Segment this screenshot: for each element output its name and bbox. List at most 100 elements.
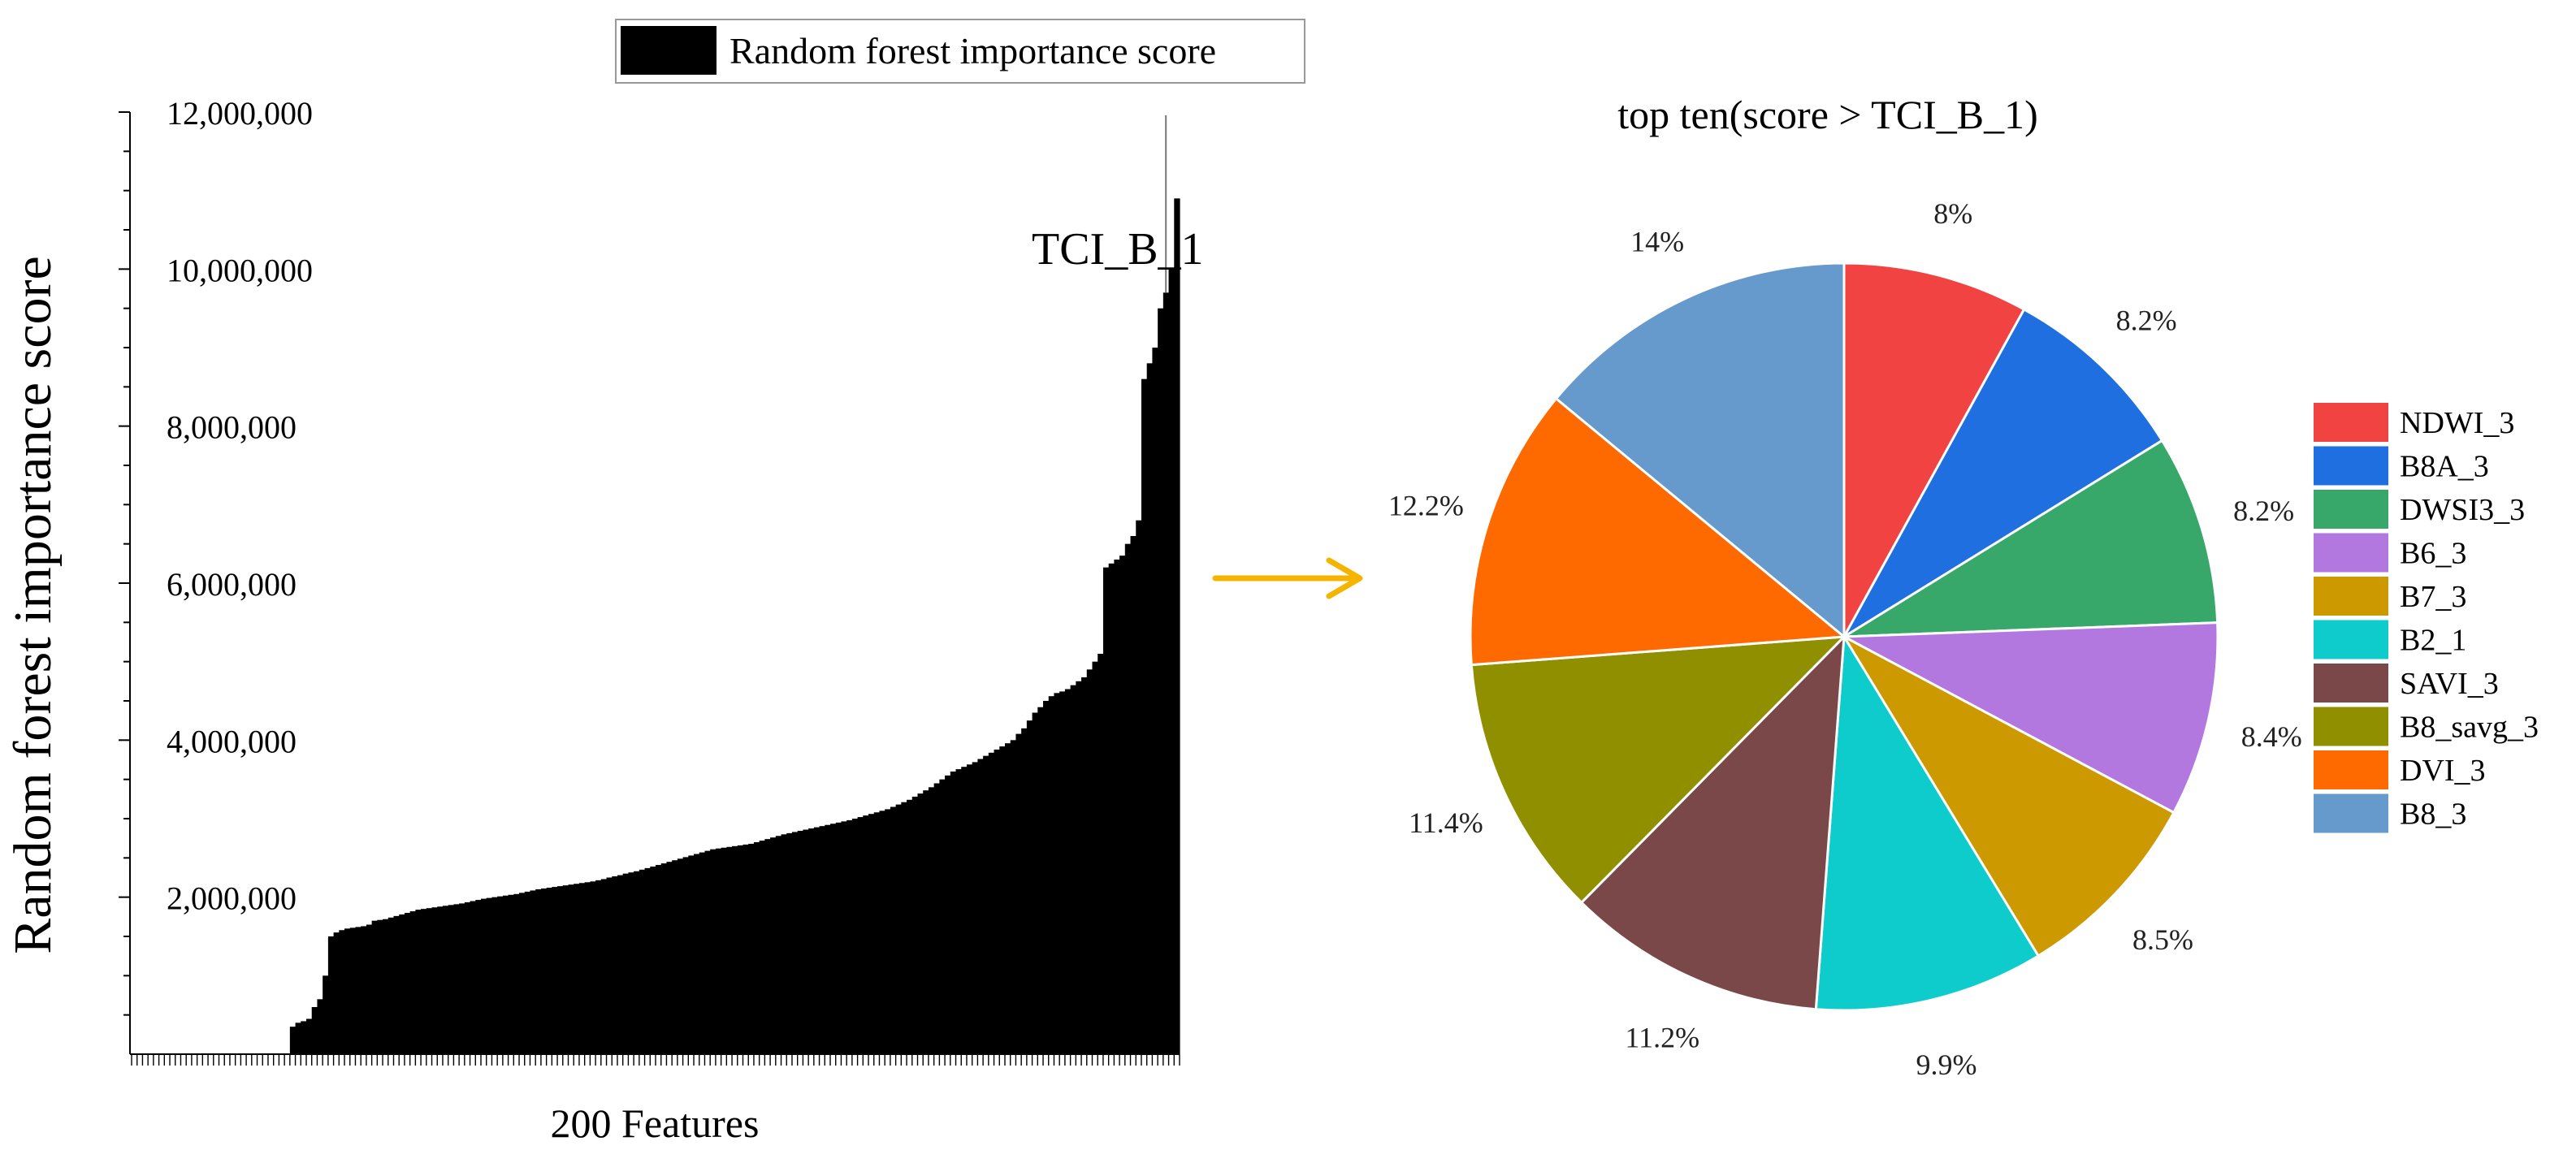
bar bbox=[775, 836, 782, 1054]
bar bbox=[901, 802, 907, 1054]
bar bbox=[409, 911, 416, 1054]
bar bbox=[311, 1007, 318, 1054]
bar bbox=[966, 764, 973, 1054]
bar bbox=[486, 897, 493, 1054]
pie-legend-swatch bbox=[2314, 533, 2388, 573]
y-tick-label: 10,000,000 bbox=[167, 252, 313, 288]
bar bbox=[742, 844, 749, 1054]
bar bbox=[634, 871, 640, 1054]
pie-legend-label: B8_3 bbox=[2400, 798, 2466, 832]
bar bbox=[1010, 740, 1017, 1054]
pie-chart: top ten(score > TCI_B_1) 8%8.2%8.2%8.4%8… bbox=[1388, 92, 2539, 1081]
pie-slice bbox=[1842, 262, 2026, 638]
bar bbox=[327, 936, 335, 1054]
y-ticks bbox=[119, 111, 130, 1016]
bar bbox=[1162, 292, 1170, 1055]
bar bbox=[988, 752, 995, 1054]
bar bbox=[726, 846, 733, 1054]
bar bbox=[911, 796, 919, 1054]
pie-slice-label: 12.2% bbox=[1388, 489, 1464, 521]
bar bbox=[421, 909, 427, 1054]
bar bbox=[895, 804, 902, 1054]
bar bbox=[710, 849, 717, 1054]
pie-legend-label: B7_3 bbox=[2400, 580, 2466, 614]
bar-chart: Random forest importance score Random fo… bbox=[3, 19, 1305, 1146]
bar bbox=[399, 914, 405, 1054]
bar bbox=[371, 920, 378, 1054]
bar bbox=[1152, 348, 1158, 1054]
bar bbox=[879, 811, 885, 1054]
pie-slice bbox=[1839, 439, 2219, 638]
bar bbox=[349, 927, 357, 1054]
bar bbox=[781, 834, 787, 1054]
bar bbox=[404, 913, 411, 1054]
bar bbox=[393, 915, 400, 1054]
bar bbox=[699, 852, 706, 1054]
bar bbox=[1015, 733, 1022, 1054]
bar bbox=[819, 826, 825, 1054]
pie-legend-label: B2_1 bbox=[2400, 624, 2466, 658]
bar bbox=[945, 775, 951, 1054]
pie-slice bbox=[1554, 262, 1846, 640]
bar bbox=[907, 799, 913, 1054]
bar bbox=[323, 975, 329, 1054]
bar bbox=[540, 888, 548, 1054]
bar bbox=[1158, 308, 1164, 1054]
arrow-right-icon bbox=[1212, 557, 1363, 599]
pie-legend-label: DWSI3_3 bbox=[2400, 493, 2525, 527]
bar bbox=[923, 790, 929, 1054]
bar bbox=[431, 907, 438, 1054]
bar bbox=[677, 858, 684, 1054]
bar bbox=[791, 832, 799, 1054]
pie-legend-swatch bbox=[2314, 620, 2388, 659]
bar bbox=[808, 828, 815, 1054]
bar bbox=[497, 896, 504, 1054]
bar bbox=[759, 841, 765, 1054]
pie-legend-swatch bbox=[2314, 403, 2388, 442]
bar bbox=[639, 869, 646, 1054]
bar bbox=[339, 930, 345, 1054]
bar bbox=[612, 876, 618, 1054]
pie-slice bbox=[1470, 635, 1847, 905]
bar bbox=[851, 819, 859, 1054]
pie-legend-swatch bbox=[2314, 707, 2388, 746]
bar bbox=[530, 890, 536, 1054]
bar bbox=[595, 880, 602, 1054]
bar bbox=[972, 762, 979, 1054]
bar bbox=[704, 850, 711, 1054]
bar bbox=[453, 904, 460, 1054]
pie-slice bbox=[1840, 307, 2164, 641]
bar bbox=[317, 999, 323, 1054]
bar bbox=[1136, 520, 1142, 1054]
bar bbox=[666, 862, 673, 1054]
bar bbox=[1054, 693, 1060, 1054]
bar bbox=[333, 932, 340, 1054]
y-tick-label: 12,000,000 bbox=[167, 95, 313, 132]
bar bbox=[939, 779, 946, 1054]
pie-legend-label: B6_3 bbox=[2400, 537, 2466, 571]
bar bbox=[917, 793, 924, 1054]
bar bbox=[1102, 567, 1110, 1054]
bar bbox=[961, 767, 968, 1054]
x-axis-label: 200 Features bbox=[551, 1100, 760, 1146]
bar bbox=[1124, 543, 1132, 1054]
bar bbox=[491, 897, 498, 1054]
bar bbox=[721, 847, 727, 1054]
bars bbox=[289, 198, 1180, 1055]
bar bbox=[437, 906, 444, 1054]
pie-slice-label: 11.2% bbox=[1625, 1021, 1699, 1053]
bar bbox=[574, 884, 580, 1054]
bar bbox=[578, 883, 586, 1054]
bar bbox=[672, 860, 678, 1054]
bar bbox=[1048, 696, 1055, 1054]
bar bbox=[464, 901, 471, 1054]
pie-slice bbox=[1579, 633, 1846, 1011]
bar bbox=[955, 769, 962, 1054]
bar bbox=[999, 746, 1006, 1054]
pie-slice-label: 8.2% bbox=[2116, 305, 2177, 337]
bar-legend-label: Random forest importance score bbox=[730, 30, 1216, 71]
bar bbox=[748, 843, 755, 1054]
pie-slice-label: 11.4% bbox=[1409, 806, 1483, 839]
bar bbox=[660, 863, 668, 1054]
bar bbox=[1119, 556, 1126, 1054]
